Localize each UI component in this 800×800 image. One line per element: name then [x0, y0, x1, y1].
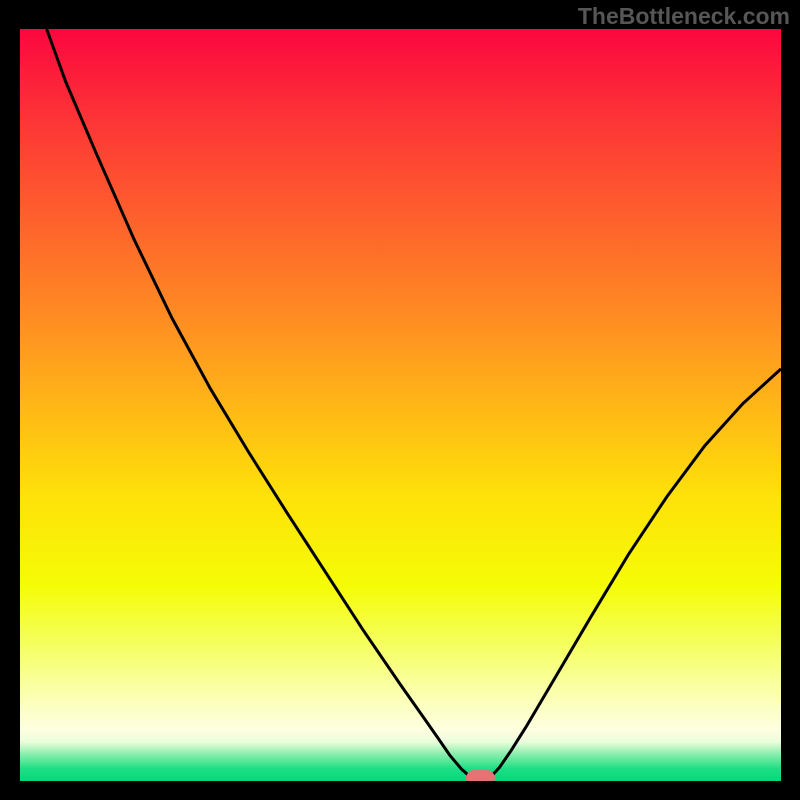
frame-right [781, 0, 800, 800]
source-watermark: TheBottleneck.com [578, 3, 790, 30]
chart-container: TheBottleneck.com [0, 0, 800, 800]
frame-bottom [0, 781, 800, 800]
frame-left [0, 0, 20, 800]
plot-area [20, 29, 781, 781]
